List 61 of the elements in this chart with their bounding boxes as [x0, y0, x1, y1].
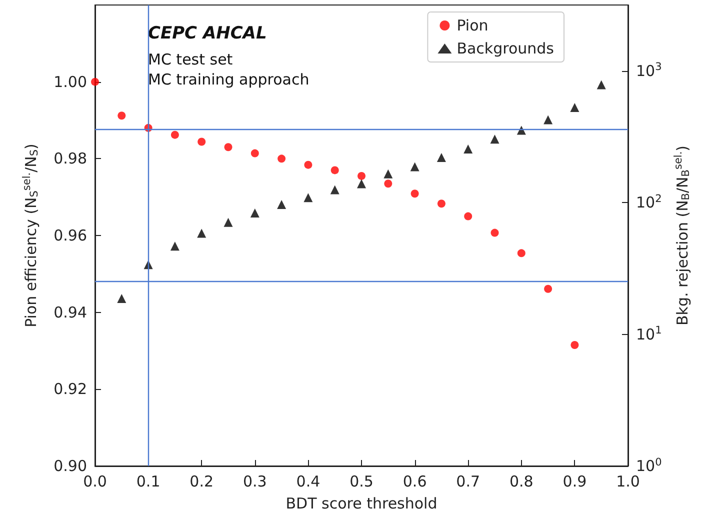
point — [330, 166, 339, 174]
point — [437, 200, 446, 208]
y-tick-label: 0.90 — [54, 457, 87, 475]
point — [570, 340, 579, 349]
point — [596, 80, 606, 90]
x-tick-label: 0.3 — [242, 472, 267, 490]
x-axis-title: BDT score threshold — [286, 494, 438, 512]
point — [224, 143, 232, 152]
point — [224, 218, 233, 227]
point — [357, 179, 366, 188]
x-tick-label: 0.9 — [562, 472, 587, 490]
annotation: MC test set — [148, 50, 233, 68]
point — [384, 180, 392, 188]
point — [330, 185, 340, 194]
point — [570, 102, 580, 112]
y-tick-label: 0.96 — [54, 226, 87, 244]
point — [384, 169, 393, 178]
point — [118, 112, 126, 120]
annotation: CEPC AHCAL — [148, 24, 267, 44]
y-tick-label: 0.94 — [54, 303, 87, 322]
x-tick-label: 0.4 — [296, 472, 320, 490]
point — [517, 249, 526, 258]
point — [91, 78, 99, 86]
point — [410, 190, 419, 198]
x-tick-label: 0.5 — [350, 472, 374, 490]
x-tick-label: 0.6 — [402, 472, 427, 490]
x-tick-label: 0.1 — [136, 472, 160, 490]
point — [490, 228, 499, 237]
point — [278, 154, 286, 163]
legend-label: Pion — [456, 16, 488, 34]
x-tick-label: 0.2 — [190, 472, 214, 490]
point — [490, 134, 500, 144]
point — [304, 160, 312, 169]
y-tick-label: 0.92 — [54, 380, 87, 398]
point — [170, 242, 180, 251]
y-tick-label: 0.98 — [54, 150, 87, 168]
point — [198, 138, 206, 146]
point — [516, 126, 526, 135]
point — [250, 208, 260, 218]
point — [544, 284, 552, 293]
point — [544, 115, 553, 124]
x-tick-label: 0.0 — [83, 472, 107, 490]
point — [410, 162, 420, 172]
point — [464, 144, 473, 154]
point — [436, 152, 446, 162]
x-tick-label: 1.0 — [616, 472, 640, 490]
point — [277, 200, 286, 210]
point — [358, 172, 366, 180]
point — [170, 130, 179, 139]
point — [117, 294, 126, 303]
point — [250, 149, 259, 158]
annotation: MC training approach — [148, 70, 310, 88]
x-tick-label: 0.7 — [456, 472, 480, 490]
y2-axis-title: Bkg. rejection (NB/NBsel.) — [672, 145, 692, 326]
y-axis-title: Pion efficiency (NSsel./NS) — [21, 144, 40, 328]
point — [304, 193, 313, 202]
x-tick-label: 0.8 — [509, 472, 534, 490]
point — [464, 212, 472, 220]
legend-label: Backgrounds — [456, 40, 554, 58]
y-tick-label: 1.00 — [54, 72, 87, 91]
point — [197, 228, 206, 238]
